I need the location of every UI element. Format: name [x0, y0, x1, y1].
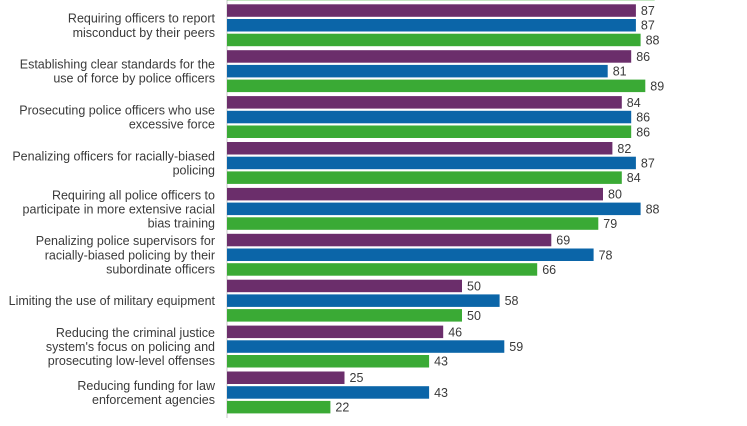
category-label: Reducing funding for law enforcement agen…	[77, 379, 216, 407]
category-label-line: Penalizing police supervisors for	[36, 234, 215, 248]
category-label: Prosecuting police officers who use exces…	[19, 104, 215, 132]
category-label-line: system's focus on policing and	[46, 340, 215, 354]
bar	[227, 371, 345, 384]
bars-layer	[227, 0, 655, 414]
category-label-line: use of force by police officers	[53, 72, 215, 86]
bar-value-label: 50	[467, 279, 481, 293]
bar-value-label: 84	[627, 96, 641, 110]
category-label-line: subordinate officers	[106, 262, 215, 276]
bar	[227, 19, 636, 32]
category-label-line: Penalizing officers for racially-biased	[12, 149, 215, 163]
bar	[227, 340, 505, 353]
category-label-line: bias training	[148, 216, 215, 230]
bar-value-label: 46	[448, 325, 462, 339]
bar	[227, 294, 500, 307]
bar	[227, 202, 641, 216]
bar-value-label: 86	[636, 125, 650, 139]
bar	[227, 171, 622, 184]
bar	[227, 248, 594, 261]
category-label: Requiring all police officers to particip…	[23, 188, 215, 230]
bar	[227, 400, 331, 414]
category-label: Penalizing police supervisors for raciall…	[36, 234, 215, 276]
category-label-line: Requiring officers to report	[68, 12, 216, 26]
category-label-line: Limiting the use of military equipment	[9, 294, 216, 308]
bar-value-label: 91	[660, 0, 674, 2]
bar-value-label: 86	[636, 50, 650, 64]
bar-value-label: 88	[646, 33, 660, 47]
bar-value-label: 59	[509, 340, 523, 354]
bar	[227, 263, 538, 276]
bar	[227, 217, 599, 230]
bar-value-label: 87	[641, 4, 655, 18]
category-label-line: participate in more extensive racial	[23, 202, 215, 216]
bar	[227, 187, 603, 201]
bar-value-label: 69	[556, 234, 570, 248]
bar	[227, 355, 430, 368]
bar-value-label: 43	[434, 386, 448, 400]
category-label-line: Prosecuting police officers who use	[19, 104, 215, 118]
bar-value-label: 81	[613, 65, 627, 79]
category-label-line: racially-biased policing by their	[45, 248, 215, 262]
bar	[227, 309, 462, 322]
bar	[227, 142, 613, 155]
bar-value-label: 80	[608, 188, 622, 202]
bar-value-label: 22	[335, 401, 349, 415]
category-label-line: Reducing the criminal justice	[56, 326, 215, 340]
bar-value-label: 87	[641, 19, 655, 33]
bar-value-label: 87	[641, 156, 655, 170]
bar	[227, 386, 430, 399]
bar-value-label: 84	[627, 171, 641, 185]
labels-layer: 91record their interactions with the…878…	[9, 0, 674, 415]
category-label-line: prosecuting low-level offenses	[48, 354, 215, 368]
bar-value-label: 89	[650, 79, 664, 93]
bar	[227, 325, 444, 339]
category-label-line: enforcement agencies	[92, 393, 215, 407]
bar-value-label: 79	[603, 217, 617, 231]
bar	[227, 279, 462, 293]
category-label: Penalizing officers for racially-biased p…	[12, 149, 215, 177]
category-label: Limiting the use of military equipment	[9, 294, 216, 308]
bar-value-label: 88	[646, 202, 660, 216]
category-label-line: policing	[173, 163, 215, 177]
category-label-line: Requiring all police officers to	[52, 188, 215, 202]
category-label: Requiring officers to report misconduct b…	[68, 12, 216, 40]
category-label: Reducing the criminal justice system's fo…	[46, 326, 215, 368]
category-label-line: misconduct by their peers	[73, 26, 215, 40]
bar	[227, 96, 622, 109]
category-label-line: Establishing clear standards for the	[20, 58, 215, 72]
bar	[227, 4, 636, 17]
bar-value-label: 43	[434, 355, 448, 369]
bar	[227, 64, 608, 78]
category-label-line: Reducing funding for law	[77, 379, 216, 393]
bar-value-label: 86	[636, 111, 650, 125]
bar-value-label: 82	[617, 142, 631, 156]
category-label-line: excessive force	[129, 118, 215, 132]
bar-value-label: 58	[505, 294, 519, 308]
bar	[227, 50, 632, 63]
bar	[227, 125, 632, 138]
bar	[227, 233, 552, 247]
bar	[227, 110, 632, 124]
bar-value-label: 66	[542, 263, 556, 277]
bar	[227, 79, 646, 93]
bar	[227, 33, 641, 47]
bar-value-label: 50	[467, 309, 481, 323]
category-label: Establishing clear standards for the use …	[20, 58, 215, 86]
bar-value-label: 25	[350, 371, 364, 385]
bar	[227, 156, 636, 170]
bar-value-label: 78	[599, 248, 613, 262]
